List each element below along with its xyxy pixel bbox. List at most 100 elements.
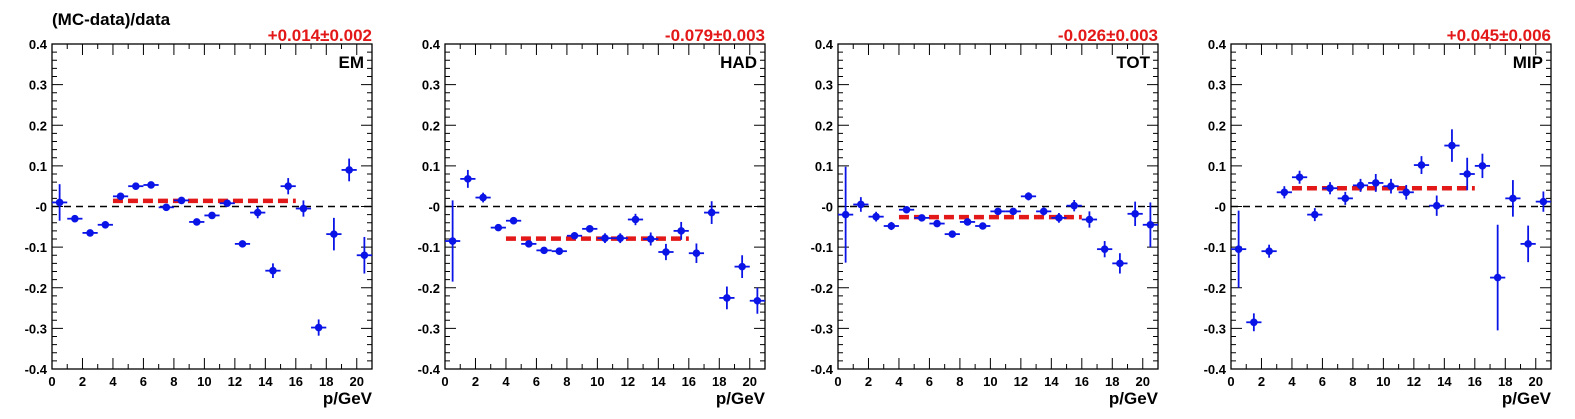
y-tick-label: -0.2	[418, 281, 440, 296]
data-point	[448, 237, 457, 245]
data-point	[540, 246, 548, 255]
x-tick-label: 10	[983, 374, 997, 389]
data-point	[933, 219, 941, 228]
data-point	[479, 193, 487, 202]
data-point	[1387, 182, 1395, 190]
data-point	[692, 249, 701, 258]
x-axis-label: p/GeV	[1109, 389, 1159, 408]
x-tick-label: 2	[1258, 374, 1265, 389]
data-point	[299, 204, 308, 213]
data-point	[147, 181, 155, 189]
x-tick-label: 4	[1288, 374, 1296, 389]
data-point	[1341, 194, 1350, 203]
x-tick-label: 4	[502, 374, 510, 389]
x-tick-label: 14	[1437, 374, 1452, 389]
x-tick-label: 6	[533, 374, 540, 389]
y-tick-label: -0.3	[1204, 321, 1226, 336]
x-tick-label: 6	[140, 374, 147, 389]
x-tick-label: 4	[895, 374, 903, 389]
data-point	[238, 240, 247, 248]
data-point	[738, 262, 746, 271]
y-tick-label: -0.2	[811, 281, 833, 296]
data-point	[1234, 245, 1243, 253]
y-tick-label: 0.3	[422, 78, 440, 93]
data-point	[841, 210, 850, 219]
data-point	[177, 196, 186, 205]
x-tick-label: 18	[1105, 374, 1119, 389]
x-tick-label: 8	[956, 374, 963, 389]
fit-result-label: -0.079±0.003	[665, 26, 765, 45]
data-point	[132, 182, 140, 190]
data-point	[857, 200, 865, 209]
data-point	[723, 294, 731, 302]
data-point	[494, 223, 503, 232]
x-tick-label: 18	[712, 374, 726, 389]
data-point	[646, 235, 655, 243]
x-tick-label: 20	[350, 374, 364, 389]
x-tick-label: 2	[472, 374, 479, 389]
chart-panel-had: -0.4 -0.3 -0.2 -0.1 -0 0.1 0.2 0.3 0.4 0 2 4 6 8 10 12 1…	[418, 26, 766, 408]
x-tick-label: 16	[289, 374, 303, 389]
data-point	[1100, 245, 1109, 253]
y-tick-label: -0.1	[25, 240, 47, 255]
data-point	[677, 227, 685, 235]
data-point	[601, 234, 609, 242]
y-tick-label: 0.4	[29, 37, 48, 52]
data-point	[1265, 247, 1273, 255]
y-tick-label: 0.1	[815, 159, 833, 174]
data-point	[101, 220, 110, 229]
y-tick-label: -0.4	[418, 362, 441, 377]
data-point	[330, 230, 338, 238]
data-point	[1539, 197, 1548, 206]
data-point	[1371, 179, 1380, 187]
y-tick-label: -0.2	[25, 281, 47, 296]
data-point	[464, 175, 472, 183]
data-point	[525, 240, 533, 248]
y-tick-label: 0.4	[815, 37, 834, 52]
y-tick-label: 0.1	[29, 159, 47, 174]
x-tick-label: 12	[621, 374, 635, 389]
x-tick-label: 14	[1044, 374, 1059, 389]
data-point	[616, 234, 625, 242]
data-point	[585, 225, 594, 233]
data-point	[162, 203, 171, 212]
data-point	[918, 214, 926, 222]
y-tick-label: -0.3	[25, 321, 47, 336]
data-point	[753, 296, 762, 305]
y-tick-label: 0.3	[29, 78, 47, 93]
y-tick-label: 0.2	[815, 118, 833, 133]
data-point	[887, 222, 896, 230]
x-tick-label: 0	[834, 374, 841, 389]
data-point	[1295, 173, 1304, 182]
data-point	[1009, 207, 1018, 216]
y-tick-label: 0.2	[422, 118, 440, 133]
y-tick-label: -0.1	[811, 240, 833, 255]
x-tick-label: 16	[1468, 374, 1482, 389]
panel-label: MIP	[1513, 53, 1543, 72]
y-tick-label: -0.4	[811, 362, 834, 377]
y-tick-label: -0.4	[1204, 362, 1227, 377]
y-tick-label: -0.3	[418, 321, 440, 336]
data-point	[1356, 181, 1365, 190]
x-tick-label: 6	[1319, 374, 1326, 389]
x-tick-label: 12	[228, 374, 242, 389]
y-tick-label: 0.3	[815, 78, 833, 93]
data-point	[1326, 184, 1334, 193]
data-point	[978, 222, 987, 230]
data-point	[555, 247, 564, 255]
data-point	[509, 216, 518, 225]
x-axis-label: p/GeV	[716, 389, 766, 408]
data-point	[253, 208, 262, 217]
y-tick-label: -0.1	[1204, 240, 1226, 255]
data-point	[1055, 214, 1063, 222]
x-tick-label: 0	[441, 374, 448, 389]
x-tick-label: 10	[1376, 374, 1390, 389]
y-tick-label: -0.2	[1204, 281, 1226, 296]
data-point	[192, 218, 201, 226]
data-point	[1417, 161, 1426, 169]
x-tick-label: 16	[682, 374, 696, 389]
data-point	[360, 251, 369, 260]
data-point	[707, 208, 716, 217]
data-point	[86, 229, 94, 237]
